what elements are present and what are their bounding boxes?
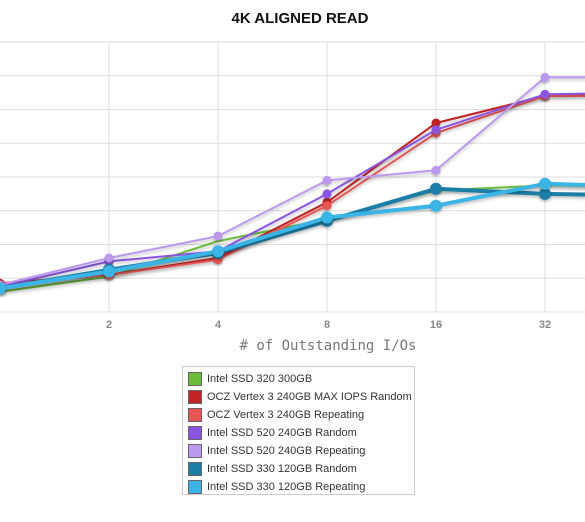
legend: Intel SSD 320 300GB OCZ Vertex 3 240GB MA… <box>182 366 415 495</box>
x-tick-label: 32 <box>539 319 551 331</box>
data-point <box>0 282 6 295</box>
data-point <box>431 125 441 135</box>
data-point <box>322 175 332 185</box>
legend-label: Intel SSD 330 120GB Repeating <box>207 481 366 493</box>
x-axis-label: # of Outstanding I/Os <box>239 338 416 354</box>
data-point <box>540 72 550 82</box>
data-point <box>539 187 551 200</box>
legend-swatch <box>188 462 202 476</box>
data-point <box>322 189 332 199</box>
series-1 <box>0 91 585 288</box>
legend-label: Intel SSD 520 240GB Repeating <box>207 445 366 457</box>
data-point <box>431 165 441 175</box>
legend-label: Intel SSD 320 300GB <box>207 373 313 385</box>
data-point <box>212 245 224 258</box>
data-point <box>540 89 550 99</box>
x-tick-label: 2 <box>106 319 112 331</box>
series-6 <box>0 177 585 295</box>
series-lines <box>0 72 585 295</box>
legend-swatch <box>188 426 202 440</box>
legend-swatch <box>188 408 202 422</box>
chart-title: 4K ALIGNED READ <box>232 10 369 27</box>
legend-item: OCZ Vertex 3 240GB Repeating <box>188 406 414 424</box>
series-line <box>0 92 585 288</box>
legend-item: Intel SSD 520 240GB Random <box>188 424 414 442</box>
legend-label: Intel SSD 330 120GB Random <box>207 463 357 475</box>
legend-swatch <box>188 480 202 494</box>
x-axis-ticks: 2 4 8 16 32 <box>106 319 551 331</box>
legend-label: Intel SSD 520 240GB Random <box>207 427 357 439</box>
x-tick-label: 8 <box>324 319 330 331</box>
legend-item: Intel SSD 320 300GB <box>188 370 414 388</box>
legend-swatch <box>188 390 202 404</box>
data-point <box>213 231 223 241</box>
data-point <box>322 201 332 211</box>
legend-swatch <box>188 444 202 458</box>
data-point <box>431 118 441 128</box>
data-point <box>539 177 551 190</box>
legend-item: OCZ Vertex 3 240GB MAX IOPS Random <box>188 388 414 406</box>
legend-label: OCZ Vertex 3 240GB Repeating <box>207 409 365 421</box>
x-tick-label: 16 <box>430 319 442 331</box>
series-4 <box>0 72 585 290</box>
x-tick-label: 4 <box>215 319 222 331</box>
data-point <box>104 253 114 263</box>
legend-item: Intel SSD 520 240GB Repeating <box>188 442 414 460</box>
legend-label: OCZ Vertex 3 240GB MAX IOPS Random <box>207 391 412 403</box>
legend-swatch <box>188 372 202 386</box>
legend-item: Intel SSD 330 120GB Repeating <box>188 478 414 496</box>
data-point <box>430 199 442 212</box>
data-point <box>103 265 115 278</box>
legend-item: Intel SSD 330 120GB Random <box>188 460 414 478</box>
data-point <box>321 211 333 224</box>
grid <box>0 41 585 313</box>
data-point <box>430 182 442 195</box>
